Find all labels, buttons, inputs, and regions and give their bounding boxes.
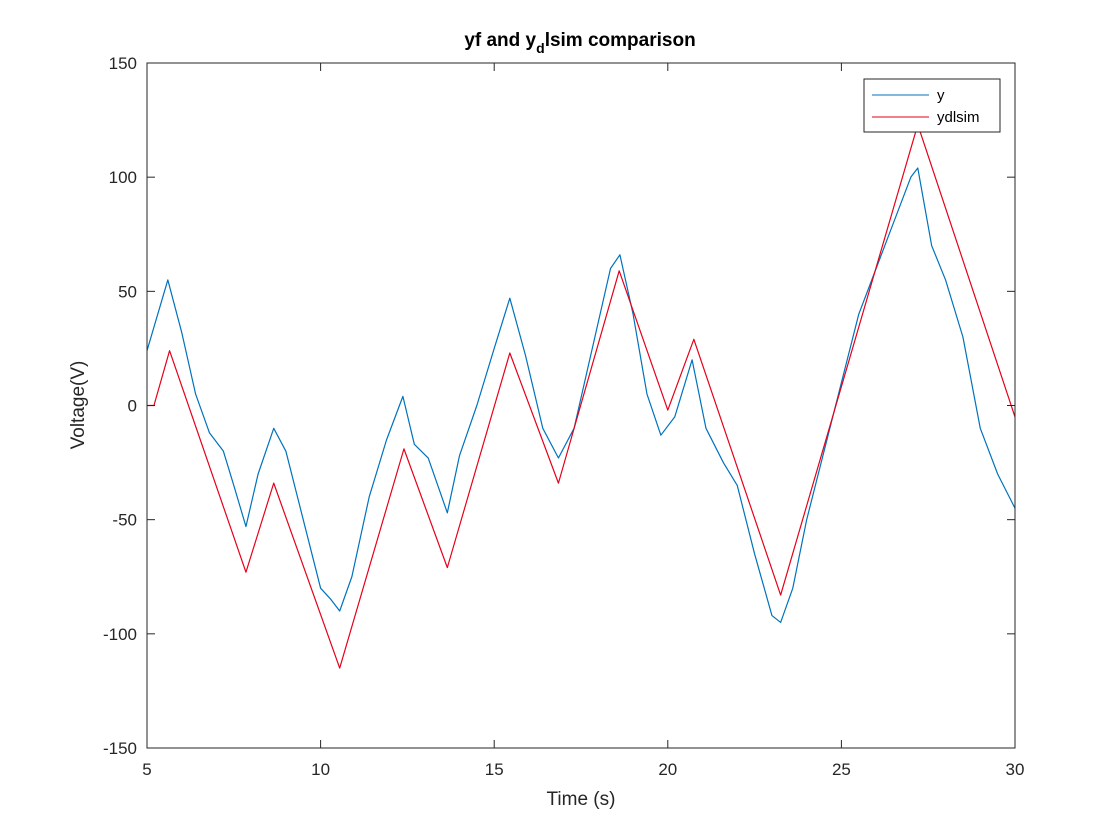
y-tick-label: 100 (109, 168, 137, 187)
series-layer (146, 124, 1016, 669)
x-axis-label: Time (s) (547, 789, 616, 810)
title-subscript: d (536, 40, 545, 56)
x-tick-label: 5 (142, 760, 151, 779)
x-tick-label: 10 (311, 760, 330, 779)
y-tick-label: -150 (103, 739, 137, 758)
chart-title: yf and ydlsim comparison (464, 30, 695, 56)
legend-box (863, 78, 1001, 133)
x-tick-label: 15 (485, 760, 504, 779)
title-main: yf and y (464, 30, 536, 51)
y-tick-label: -50 (112, 511, 137, 530)
plot-frame (146, 62, 1016, 749)
x-tick-label: 25 (832, 760, 851, 779)
legend: y ydlsim (863, 78, 1001, 133)
y-tick-label: -100 (103, 625, 137, 644)
title-rest: lsim comparison (545, 30, 696, 51)
series-line-ydlsim (147, 124, 1016, 669)
x-tick-label: 30 (1006, 760, 1025, 779)
y-tick-label: 50 (118, 282, 137, 301)
y-tick-label: 150 (109, 54, 137, 73)
x-tick-label: 20 (658, 760, 677, 779)
y-tick-label: 0 (128, 397, 137, 416)
legend-label-ydlsim: ydlsim (937, 109, 980, 126)
legend-label-y: y (937, 87, 945, 104)
y-axis-label: Voltage(V) (68, 361, 89, 450)
